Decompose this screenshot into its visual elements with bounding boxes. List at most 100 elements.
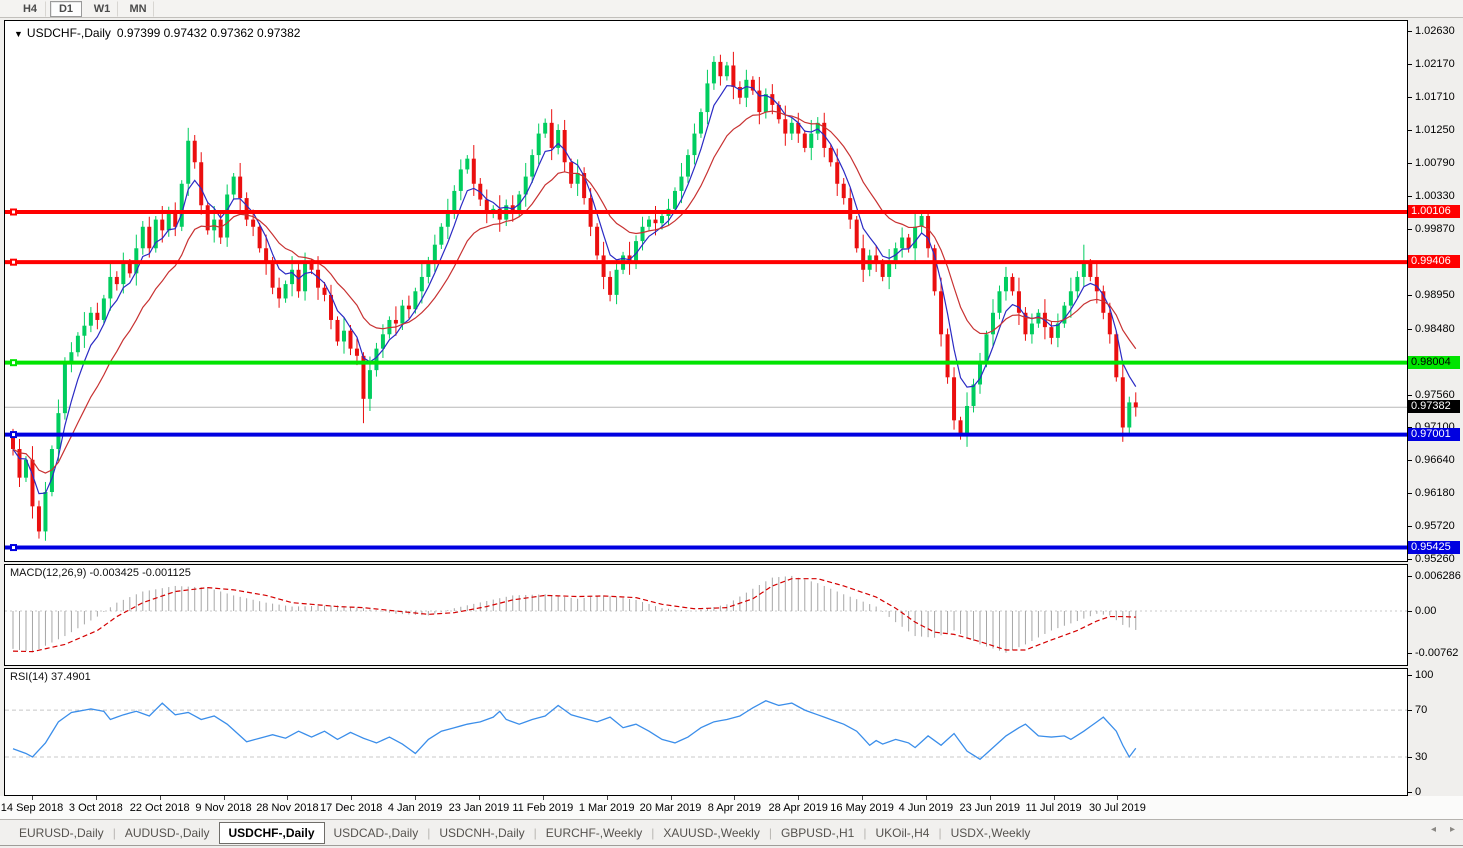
timeframe-button-MN[interactable]: MN	[122, 0, 154, 17]
price-axis[interactable]: 1.02630 1.02170 1.01710 1.01250 1.00790 1.003…	[1408, 20, 1463, 565]
price-axis-label: 1.00790	[1415, 156, 1455, 169]
date-tick	[989, 796, 991, 800]
date-axis-label: 20 Mar 2019	[639, 802, 702, 814]
chart-tab-XAUUSD-Weekly[interactable]: XAUUSD-,Weekly	[663, 825, 760, 840]
timeframe-toolbar: H4 D1 W1 MN	[0, 0, 1463, 18]
date-tick	[95, 796, 97, 800]
price-axis-label: 1.02630	[1415, 25, 1455, 38]
date-axis-label: 4 Jun 2019	[898, 802, 954, 814]
date-axis-label: 28 Apr 2019	[768, 802, 828, 814]
date-tick	[925, 796, 927, 800]
date-axis-label: 23 Jun 2019	[959, 802, 1021, 814]
date-axis-label: 30 Jul 2019	[1088, 802, 1146, 814]
price-tick	[1408, 64, 1412, 66]
price-tick	[1408, 31, 1412, 33]
price-tick	[1408, 394, 1412, 396]
macd-tick	[1408, 611, 1412, 612]
macd-tick	[1408, 575, 1412, 577]
macd-axis-label: 0.00	[1415, 605, 1437, 617]
current-price-tag: 0.97382	[1408, 400, 1460, 414]
timeframe-button-D1[interactable]: D1	[50, 0, 82, 17]
price-axis-label: 0.99870	[1415, 222, 1455, 235]
date-tick	[734, 796, 736, 800]
chart-tab-USDCAD-Daily[interactable]: USDCAD-,Daily	[333, 825, 419, 840]
candlestick-series	[11, 51, 1138, 541]
date-tick	[606, 796, 608, 800]
tab-separator: |	[938, 825, 942, 840]
price-axis-label: 1.01710	[1415, 91, 1455, 104]
chart-tab-GBPUSD-H1[interactable]: GBPUSD-,H1	[780, 825, 855, 840]
date-axis-label: 3 Oct 2018	[68, 802, 123, 814]
rsi-panel[interactable]	[4, 668, 1408, 796]
date-tick	[415, 796, 417, 800]
date-tick	[1053, 796, 1055, 800]
chart-tab-UKOil-H4[interactable]: UKOil-,H4	[875, 825, 930, 840]
macd-axis-label: 0.006286	[1415, 569, 1461, 582]
macd-indicator-label: MACD(12,26,9) -0.003425 -0.001125	[10, 567, 191, 579]
date-axis-label: 11 Jul 2019	[1025, 802, 1082, 814]
date-tick	[32, 796, 33, 800]
price-axis-label: 0.95720	[1415, 520, 1455, 533]
date-tick	[351, 796, 353, 800]
rsi-canvas[interactable]	[5, 669, 1407, 795]
tab-separator: |	[533, 825, 537, 840]
tab-separator: |	[863, 825, 867, 840]
rsi-axis-label: 70	[1415, 704, 1428, 717]
tab-scroll-controls: ◂ ▸	[1431, 824, 1455, 835]
price-axis-label: 1.00330	[1415, 189, 1455, 202]
macd-axis[interactable]: 0.006286 0.00 -0.00762	[1408, 564, 1463, 666]
rsi-line	[12, 700, 1137, 761]
rsi-tick	[1408, 756, 1412, 758]
macd-panel[interactable]	[4, 564, 1408, 666]
price-tick	[1408, 493, 1412, 495]
rsi-axis[interactable]: 100 70 30 0	[1408, 668, 1463, 799]
price-axis-label: 0.96180	[1415, 487, 1455, 500]
timeframe-button-W1[interactable]: W1	[86, 0, 118, 17]
level-price-tag: 0.97001	[1408, 427, 1460, 441]
date-axis-label: 28 Nov 2018	[256, 802, 319, 814]
tab-scroll-left-icon[interactable]: ◂	[1430, 824, 1436, 835]
rsi-value: 37.4901	[50, 671, 91, 683]
date-tick	[798, 796, 800, 800]
ma-fast-line	[12, 84, 1137, 495]
date-tick	[287, 796, 289, 800]
tab-scroll-right-icon[interactable]: ▸	[1449, 824, 1455, 835]
timeframe-button-H4[interactable]: H4	[14, 0, 46, 17]
price-tick	[1408, 129, 1412, 131]
price-tick	[1408, 97, 1412, 99]
date-axis-label: 1 Mar 2019	[578, 802, 635, 814]
price-tick	[1408, 328, 1412, 330]
chart-tab-AUDUSD-Daily[interactable]: AUDUSD-,Daily	[124, 825, 210, 840]
tab-separator: |	[427, 825, 431, 840]
price-axis-label: 1.02170	[1415, 58, 1455, 71]
price-tick	[1408, 162, 1412, 164]
chart-tab-EURCHF-Weekly[interactable]: EURCHF-,Weekly	[545, 825, 643, 840]
tab-separator: |	[651, 825, 655, 840]
price-chart-panel[interactable]	[4, 20, 1408, 562]
date-axis[interactable]: 14 Sep 2018 3 Oct 2018 22 Oct 2018 9 Nov 20…	[0, 796, 1463, 819]
macd-signal-line	[12, 578, 1136, 653]
rsi-tick	[1408, 792, 1412, 794]
rsi-axis-label: 0	[1415, 786, 1422, 799]
date-axis-label: 23 Jan 2019	[448, 802, 510, 814]
price-tick	[1408, 460, 1412, 462]
price-axis-label: 1.01250	[1415, 123, 1455, 136]
macd-canvas[interactable]	[5, 565, 1407, 665]
date-axis-label: 9 Nov 2018	[195, 802, 252, 814]
level-price-tag: 0.95425	[1408, 540, 1460, 554]
chart-title: ▼ USDCHF-,Daily 0.97399 0.97432 0.97362 0.…	[14, 26, 300, 40]
chart-tab-USDCNH-Daily[interactable]: USDCNH-,Daily	[439, 825, 525, 840]
rsi-indicator-label: RSI(14) 37.4901	[10, 671, 91, 683]
rsi-tick	[1408, 675, 1412, 676]
price-chart-canvas[interactable]	[5, 21, 1407, 561]
price-axis-label: 0.98480	[1415, 322, 1455, 335]
ma-slow-line	[12, 110, 1137, 474]
date-tick	[159, 796, 161, 800]
chart-tab-EURUSD-Daily[interactable]: EURUSD-,Daily	[19, 825, 104, 840]
level-price-tag: 0.99406	[1408, 255, 1460, 269]
symbol-dropdown-icon[interactable]: ▼	[14, 29, 23, 39]
chart-tab-USDX-Weekly[interactable]: USDX-,Weekly	[950, 825, 1031, 840]
chart-tab-USDCHF-Daily[interactable]: USDCHF-,Daily	[218, 821, 325, 844]
price-axis-label: 0.97560	[1415, 388, 1455, 401]
